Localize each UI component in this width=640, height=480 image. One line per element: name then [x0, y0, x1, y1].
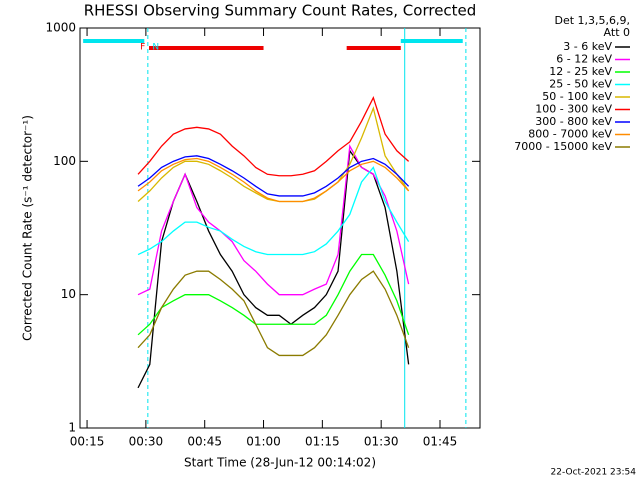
- plot-frame: [79, 27, 481, 429]
- annotation: F: [140, 43, 145, 53]
- legend-label: 50 - 100 keV: [542, 90, 612, 103]
- y-tick-label: 1: [68, 421, 76, 435]
- chart-title: RHESSI Observing Summary Count Rates, Co…: [84, 2, 477, 20]
- legend-label: 800 - 7000 keV: [528, 128, 612, 141]
- legend-label: 3 - 6 keV: [563, 40, 612, 53]
- legend-label: 7000 - 15000 keV: [514, 140, 612, 153]
- y-tick-label: 1000: [45, 21, 76, 35]
- y-tick-label: 100: [53, 154, 76, 168]
- x-tick-label: 01:30: [364, 435, 399, 449]
- series-line: [137, 155, 410, 197]
- series-line: [137, 157, 410, 203]
- legend-label: 100 - 300 keV: [535, 103, 612, 116]
- y-tick-label: 10: [61, 287, 76, 301]
- series-line: [137, 253, 410, 336]
- series-line: [137, 96, 410, 177]
- x-tick-label: 00:15: [70, 435, 105, 449]
- x-tick-label: 00:45: [187, 435, 222, 449]
- legend-label: 25 - 50 keV: [549, 78, 612, 91]
- y-axis-label: Corrected Count Rate (s⁻¹ detector⁻¹): [21, 115, 35, 341]
- legend-label: 6 - 12 keV: [556, 53, 612, 66]
- legend-label: 300 - 800 keV: [535, 115, 612, 128]
- x-tick-label: 01:00: [246, 435, 281, 449]
- series-line: [137, 144, 410, 296]
- x-axis-label: Start Time (28-Jun-12 00:14:02): [184, 456, 376, 470]
- footer: 22-Oct-2021 23:54: [551, 468, 637, 478]
- x-tick-label: 00:30: [129, 435, 164, 449]
- x-tick-label: 01:15: [305, 435, 340, 449]
- legend-header: Det 1,3,5,6,9,: [554, 14, 630, 27]
- series-line: [137, 166, 410, 256]
- x-tick-label: 01:45: [423, 435, 458, 449]
- series-line: [137, 270, 410, 357]
- annotation: N: [152, 43, 159, 53]
- legend-header: Att 0: [604, 26, 630, 39]
- legend-label: 12 - 25 keV: [549, 65, 612, 78]
